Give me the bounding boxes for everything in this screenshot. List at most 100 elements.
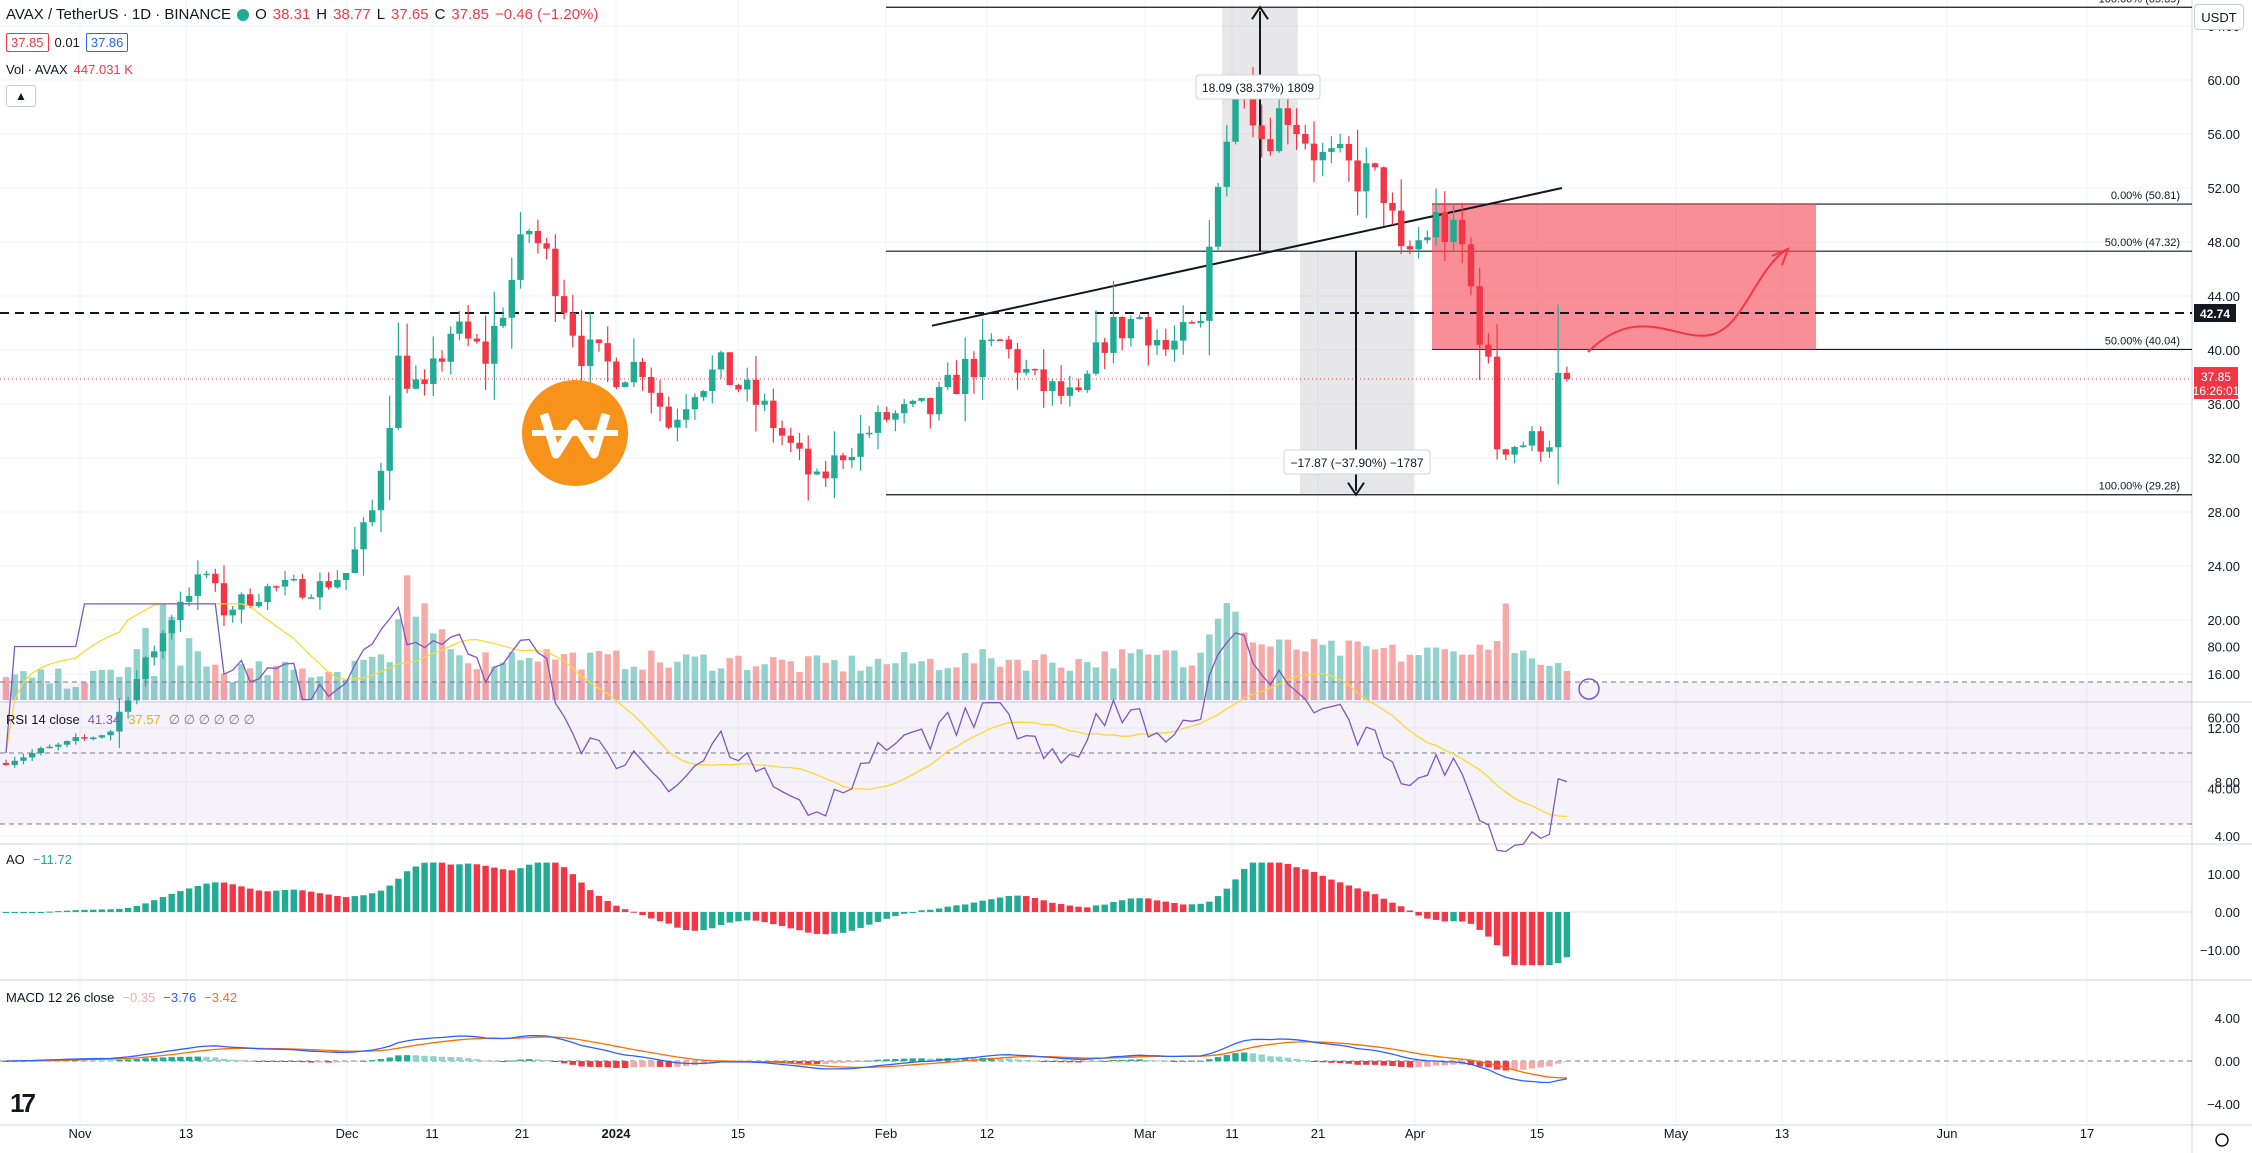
volume-bar <box>351 660 358 700</box>
symbol-title[interactable]: AVAX / TetherUS · 1D · BINANCE <box>6 6 232 23</box>
macd-histogram-bar <box>1223 1055 1230 1061</box>
macd-histogram-bar <box>1232 1053 1239 1061</box>
candle-body <box>517 234 524 280</box>
volume-bar <box>55 668 62 700</box>
rsi-tick-label: 60.00 <box>2207 711 2240 726</box>
price-tick-label: 8.00 <box>2215 775 2240 790</box>
ao-bar <box>1336 882 1344 912</box>
volume-label[interactable]: Vol · AVAX <box>6 62 68 77</box>
volume-bar <box>1197 652 1204 700</box>
macd-histogram-bar <box>892 1058 899 1061</box>
currency-button[interactable]: USDT <box>2194 4 2244 30</box>
volume-bar <box>1267 646 1274 700</box>
candle-body <box>1563 372 1571 380</box>
volume-bar <box>1023 670 1030 700</box>
candle-body <box>534 230 542 244</box>
volume-bar <box>1528 658 1536 700</box>
ao-bar <box>1389 902 1396 912</box>
volume-bar <box>813 655 821 700</box>
measure-up-label: 18.09 (38.37%) 1809 <box>1202 81 1314 95</box>
ao-bar <box>1188 904 1196 912</box>
candle-body <box>499 317 507 326</box>
macd-histogram-bar <box>299 1061 306 1063</box>
candle-body <box>648 377 655 393</box>
volume-bar <box>900 652 908 700</box>
volume-bar <box>552 659 559 700</box>
macd-histogram-bar <box>142 1058 149 1061</box>
price-tick-label: 24.00 <box>2207 559 2240 574</box>
volume-bar <box>2 677 10 700</box>
volume-bar <box>316 676 324 700</box>
volume-bar <box>1084 662 1091 700</box>
candle-body <box>813 471 821 475</box>
ao-bar <box>656 912 664 922</box>
volume-bar <box>805 656 812 700</box>
ao-bar <box>1232 879 1239 912</box>
candle-body <box>11 760 18 765</box>
volume-bar <box>735 655 742 700</box>
macd-histogram-bar <box>526 1059 533 1061</box>
ao-bar <box>377 890 385 912</box>
volume-bar <box>848 655 856 700</box>
volume-bar <box>212 664 219 700</box>
ao-bar <box>787 912 794 929</box>
candle-body <box>229 609 236 616</box>
macd-histogram-bar <box>1005 1058 1012 1061</box>
volume-bar <box>116 676 123 700</box>
volume-bar <box>1110 668 1117 700</box>
candle-body <box>1197 320 1204 324</box>
candle-body <box>264 586 271 603</box>
candle-body <box>464 321 472 339</box>
collapse-legend-button[interactable]: ▲ <box>6 85 36 107</box>
candle-body <box>639 361 646 378</box>
volume-bar <box>1249 642 1257 700</box>
candle-body <box>962 358 969 395</box>
macd-histogram-bar <box>1467 1061 1475 1066</box>
candle-body <box>246 594 254 607</box>
ao-bar <box>1049 902 1056 912</box>
ao-bar <box>334 895 341 912</box>
ao-bar <box>1450 912 1457 922</box>
time-tick-label: Jun <box>1937 1126 1958 1141</box>
macd-histogram-bar <box>124 1059 132 1061</box>
volume-bar <box>299 668 306 700</box>
candle-body <box>116 711 123 732</box>
ao-bar <box>28 912 36 913</box>
candle-body <box>107 731 114 736</box>
candle-body <box>1232 92 1239 142</box>
volume-bar <box>639 669 646 700</box>
buy-button[interactable]: 37.86 <box>85 33 129 52</box>
volume-bar <box>177 665 184 700</box>
macd-histogram-bar <box>630 1061 638 1068</box>
candle-body <box>360 522 367 550</box>
trend-line <box>931 187 1563 327</box>
macd-histogram-bar <box>212 1057 219 1061</box>
price-tick-label: 20.00 <box>2207 613 2240 628</box>
candle-body <box>1057 381 1065 396</box>
ao-bar <box>1302 869 1309 912</box>
candle-body <box>735 384 742 390</box>
macd-histogram-bar <box>1406 1061 1414 1068</box>
sell-button[interactable]: 37.85 <box>6 33 49 52</box>
macd-histogram-bar <box>1363 1061 1370 1065</box>
time-tick-label: 21 <box>515 1126 529 1141</box>
volume-bar <box>700 654 707 700</box>
tradingview-logo[interactable]: 17 <box>10 1088 36 1118</box>
trade-buttons: 37.85 0.01 37.86 <box>6 33 129 52</box>
candle-body <box>1319 151 1326 161</box>
ao-bar <box>220 882 228 912</box>
candle-body <box>1180 322 1187 341</box>
candle-body <box>900 404 908 414</box>
macd-label[interactable]: MACD 12 26 close <box>6 990 115 1005</box>
volume-bar <box>403 575 411 700</box>
candle-body <box>752 379 760 405</box>
candle-body <box>805 448 812 475</box>
candle-body <box>953 374 960 395</box>
rsi-label[interactable]: RSI 14 close <box>6 712 80 727</box>
ao-bar <box>273 890 280 912</box>
candle-body <box>220 583 228 616</box>
ao-label[interactable]: AO <box>6 852 25 867</box>
macd-histogram-bar <box>1188 1060 1196 1062</box>
